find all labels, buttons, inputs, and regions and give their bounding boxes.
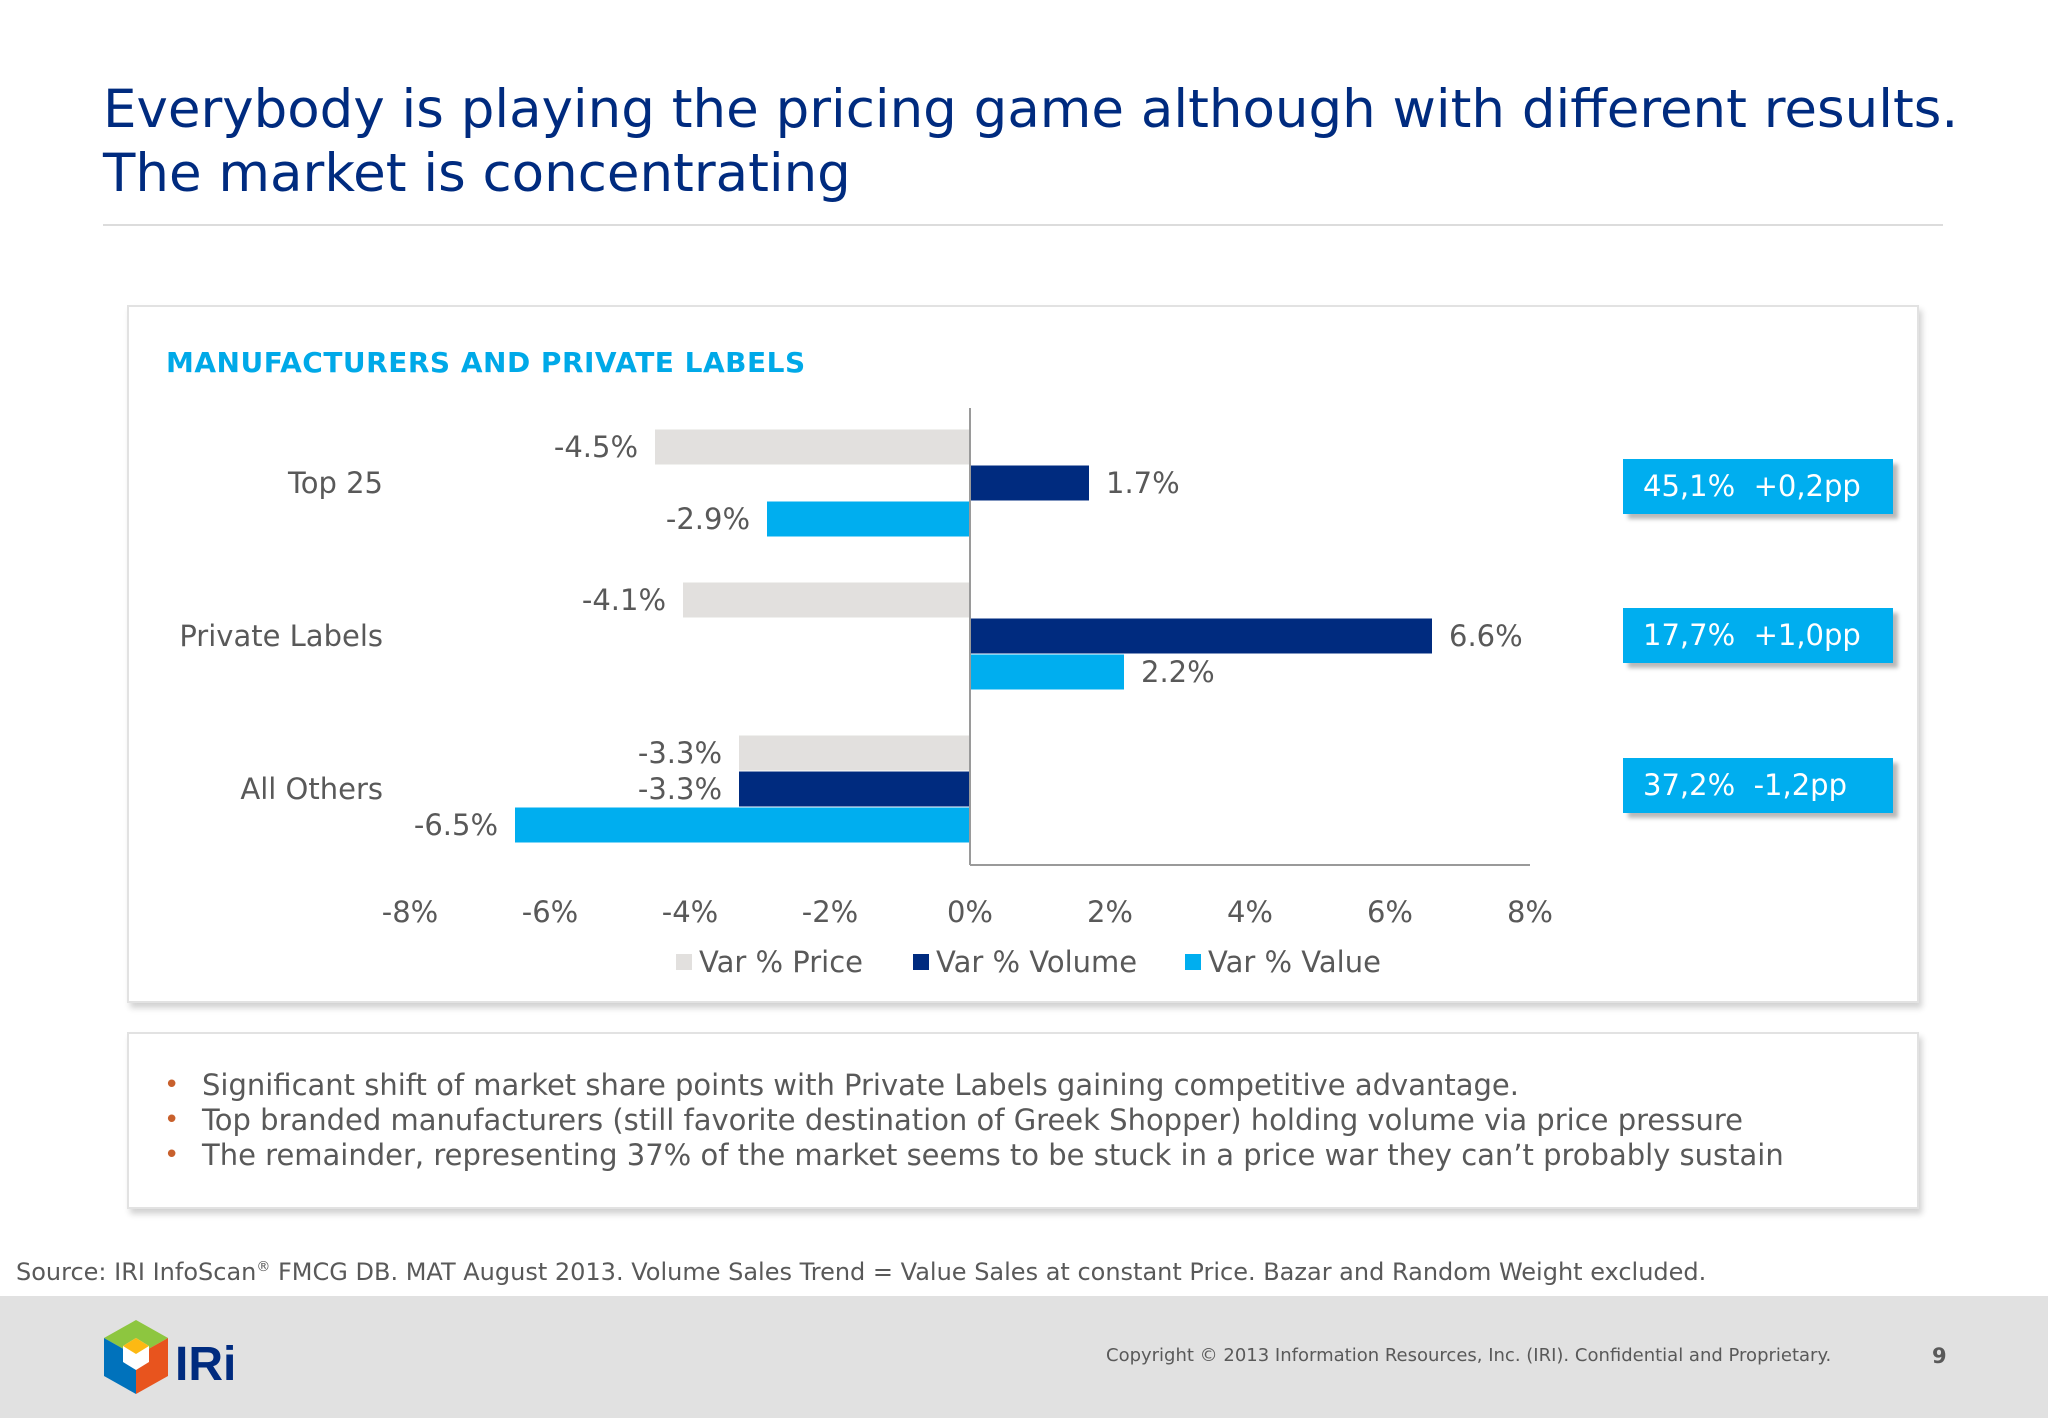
- tick-label: 8%: [1507, 895, 1553, 929]
- bullet-icon: •: [164, 1140, 180, 1170]
- bullet-icon: •: [164, 1070, 180, 1100]
- note-item: • The remainder, representing 37% of the …: [160, 1138, 1784, 1173]
- category-label: Top 25: [287, 466, 383, 500]
- notes-card: [127, 1032, 1919, 1209]
- tick-label: -6%: [522, 895, 578, 929]
- bullet-icon: •: [164, 1105, 180, 1135]
- share-change: +1,0pp: [1753, 618, 1861, 652]
- chart-heading: MANUFACTURERS AND PRIVATE LABELS: [166, 346, 806, 379]
- chart-card: [127, 305, 1919, 1003]
- bar-var-volume-all-others: [739, 771, 970, 807]
- title-divider: [103, 224, 1943, 226]
- category-label: Private Labels: [179, 619, 383, 653]
- tick-label: 2%: [1087, 895, 1133, 929]
- share-value: 45,1%: [1643, 469, 1736, 503]
- bar-var-price-private-labels: [683, 582, 970, 618]
- bar-var-volume-top-25: [970, 465, 1089, 501]
- legend-swatch: [676, 954, 692, 970]
- data-label: -2.9%: [666, 502, 750, 536]
- tick-label: -2%: [802, 895, 858, 929]
- data-label: 2.2%: [1141, 655, 1215, 689]
- data-label: -3.3%: [638, 736, 722, 770]
- data-label: -6.5%: [414, 808, 498, 842]
- tick-label: 0%: [947, 895, 993, 929]
- data-label: -4.5%: [554, 430, 638, 464]
- source-prefix: Source: IRI InfoScan: [16, 1258, 257, 1286]
- legend-swatch: [913, 954, 929, 970]
- data-label: -4.1%: [582, 583, 666, 617]
- share-value: 37,2%: [1643, 768, 1736, 802]
- bar-var-value-top-25: [767, 501, 970, 537]
- slide-title: Everybody is playing the pricing game al…: [103, 78, 2003, 206]
- footer-bar: [0, 1296, 2048, 1418]
- tick-label: -4%: [662, 895, 718, 929]
- slide-title-line-1: Everybody is playing the pricing game al…: [103, 79, 1959, 140]
- share-change: +0,2pp: [1753, 469, 1861, 503]
- tick-label: 6%: [1367, 895, 1413, 929]
- data-label: 1.7%: [1106, 466, 1180, 500]
- source-suffix: FMCG DB. MAT August 2013. Volume Sales T…: [270, 1258, 1707, 1286]
- bar-var-value-all-others: [515, 807, 970, 843]
- note-text: The remainder, representing 37% of the m…: [202, 1138, 1784, 1172]
- note-item: • Significant shift of market share point…: [160, 1068, 1784, 1103]
- note-text: Significant shift of market share points…: [202, 1068, 1519, 1102]
- notes-list: • Significant shift of market share point…: [160, 1068, 1784, 1173]
- iri-logo: IRi: [104, 1320, 236, 1394]
- share-change: -1,2pp: [1753, 768, 1847, 802]
- legend-label: Var % Price: [699, 945, 863, 979]
- tick-label: 4%: [1227, 895, 1273, 929]
- bar-var-price-all-others: [739, 735, 970, 771]
- bar-var-value-private-labels: [970, 654, 1124, 690]
- logo-text: IRi: [175, 1338, 236, 1391]
- copyright-text: Copyright © 2013 Information Resources, …: [1106, 1345, 1832, 1366]
- data-label: 6.6%: [1449, 619, 1523, 653]
- share-value: 17,7%: [1643, 618, 1736, 652]
- legend-swatch: [1185, 954, 1201, 970]
- slide-title-line-2: The market is concentrating: [103, 143, 851, 204]
- legend-label: Var % Value: [1208, 945, 1381, 979]
- note-text: Top branded manufacturers (still favorit…: [202, 1103, 1743, 1137]
- bar-var-price-top-25: [655, 429, 970, 465]
- data-label: -3.3%: [638, 772, 722, 806]
- share-box-top-25: 45,1% +0,2pp: [1623, 459, 1893, 514]
- share-box-all-others: 37,2% -1,2pp: [1623, 758, 1893, 813]
- note-item: • Top branded manufacturers (still favori…: [160, 1103, 1784, 1138]
- registered-mark: ®: [256, 1259, 271, 1275]
- source-note: Source: IRI InfoScan® FMCG DB. MAT Augus…: [16, 1258, 1706, 1286]
- bar-var-volume-private-labels: [970, 618, 1432, 654]
- tick-label: -8%: [382, 895, 438, 929]
- category-label: All Others: [240, 772, 383, 806]
- legend-label: Var % Volume: [936, 945, 1137, 979]
- page-number: 9: [1932, 1344, 1947, 1368]
- share-box-private-labels: 17,7% +1,0pp: [1623, 608, 1893, 663]
